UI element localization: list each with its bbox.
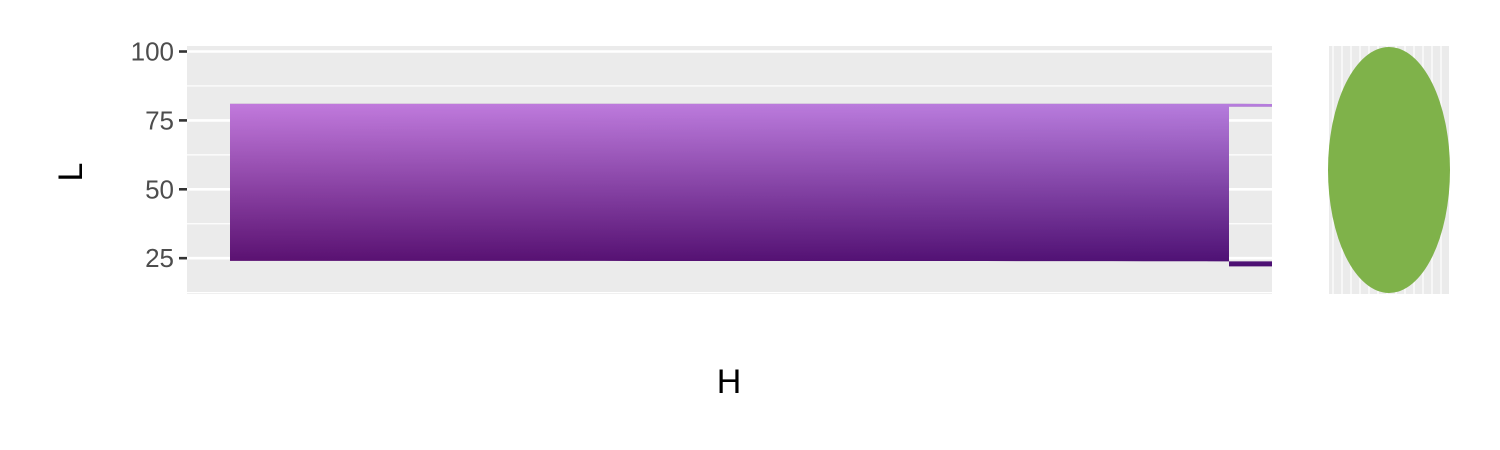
gamut-ribbon-light xyxy=(230,103,1272,267)
y-tick-label: 50 xyxy=(145,174,174,204)
y-tick-label: 100 xyxy=(131,37,174,67)
y-axis-title: L xyxy=(52,163,90,182)
x-axis-title: H xyxy=(717,363,742,401)
gamut-ribbon xyxy=(230,103,1272,267)
color-swatch-panel xyxy=(1328,46,1450,294)
y-tick-label: 75 xyxy=(145,105,174,135)
color-swatch xyxy=(1328,47,1450,293)
y-axis: 25 50 75 100 xyxy=(131,37,187,273)
y-tick-label: 25 xyxy=(145,243,174,273)
